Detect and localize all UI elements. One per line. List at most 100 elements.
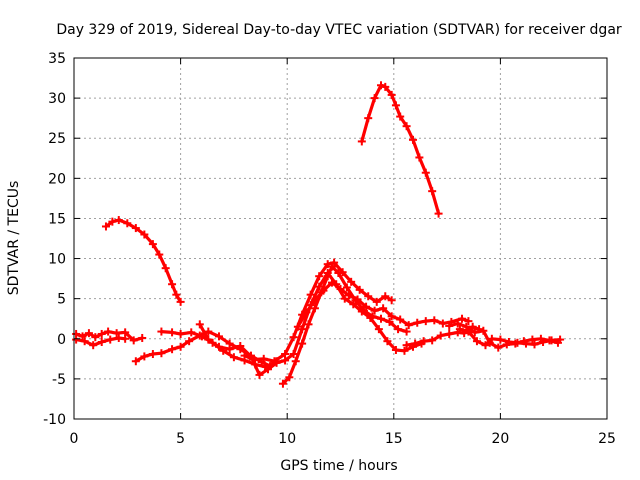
data-point bbox=[359, 306, 368, 315]
data-point bbox=[148, 240, 157, 249]
data-point bbox=[338, 268, 347, 277]
data-point bbox=[458, 314, 467, 323]
x-tick-label: 5 bbox=[176, 431, 185, 447]
data-point bbox=[298, 325, 307, 334]
data-point bbox=[385, 317, 394, 326]
data-point bbox=[377, 81, 386, 90]
chart-title: Day 329 of 2019, Sidereal Day-to-day VTE… bbox=[56, 22, 622, 38]
data-point bbox=[112, 329, 121, 338]
data-point bbox=[327, 278, 336, 287]
data-point bbox=[496, 335, 505, 344]
x-tick-label: 20 bbox=[491, 431, 509, 447]
data-point bbox=[445, 321, 454, 330]
data-point bbox=[140, 352, 149, 361]
data-point bbox=[168, 328, 177, 337]
data-point bbox=[187, 328, 196, 337]
series-arc-7 bbox=[278, 262, 411, 388]
series-arc-11 bbox=[445, 319, 562, 352]
data-point bbox=[430, 316, 439, 325]
data-point bbox=[155, 250, 164, 259]
series-line bbox=[360, 83, 441, 216]
data-point bbox=[106, 335, 115, 344]
data-point bbox=[421, 317, 430, 326]
data-point bbox=[240, 351, 249, 360]
data-point bbox=[204, 335, 213, 344]
y-tick-label: 20 bbox=[48, 171, 66, 187]
data-point bbox=[84, 329, 93, 338]
data-point bbox=[396, 112, 405, 121]
data-point bbox=[487, 334, 496, 343]
data-point bbox=[556, 335, 565, 344]
data-point bbox=[285, 373, 294, 382]
data-point bbox=[304, 320, 313, 329]
data-point bbox=[445, 329, 454, 338]
data-point bbox=[278, 379, 287, 388]
data-point bbox=[381, 82, 390, 91]
data-point bbox=[80, 337, 89, 346]
x-tick-label: 25 bbox=[598, 431, 616, 447]
x-tick-label: 10 bbox=[278, 431, 296, 447]
series-line bbox=[74, 330, 144, 342]
data-point bbox=[521, 339, 530, 348]
data-point bbox=[249, 355, 258, 364]
series-arc-1 bbox=[101, 216, 185, 306]
data-point bbox=[293, 322, 302, 331]
series-arc-13 bbox=[357, 81, 443, 218]
data-point bbox=[291, 357, 300, 366]
data-point bbox=[140, 230, 149, 239]
data-point bbox=[464, 317, 473, 326]
data-point bbox=[391, 346, 400, 355]
data-point bbox=[310, 304, 319, 313]
data-point bbox=[340, 294, 349, 303]
data-point bbox=[387, 296, 396, 305]
series-line bbox=[104, 218, 183, 304]
data-series bbox=[72, 81, 565, 388]
series-line bbox=[198, 271, 424, 377]
data-point bbox=[383, 337, 392, 346]
data-point bbox=[479, 326, 488, 335]
data-point bbox=[315, 272, 324, 281]
data-point bbox=[504, 337, 513, 346]
data-point bbox=[185, 337, 194, 346]
data-point bbox=[472, 337, 481, 346]
data-point bbox=[264, 365, 273, 374]
data-point bbox=[176, 297, 185, 306]
data-point bbox=[434, 209, 443, 218]
data-point bbox=[323, 272, 332, 281]
data-point bbox=[355, 285, 364, 294]
data-point bbox=[364, 292, 373, 301]
x-tick-label: 0 bbox=[70, 431, 79, 447]
data-point bbox=[419, 337, 428, 346]
data-point bbox=[197, 332, 206, 341]
data-point bbox=[547, 336, 556, 345]
data-point bbox=[387, 90, 396, 99]
data-point bbox=[481, 341, 490, 350]
data-point bbox=[436, 331, 445, 340]
plot-frame bbox=[73, 57, 608, 420]
data-point bbox=[374, 325, 383, 334]
data-point bbox=[372, 297, 381, 306]
series-line bbox=[281, 265, 409, 386]
data-point bbox=[411, 339, 420, 348]
data-point bbox=[455, 325, 464, 334]
data-point bbox=[428, 187, 437, 196]
data-point bbox=[214, 332, 223, 341]
data-point bbox=[528, 335, 537, 344]
data-point bbox=[404, 321, 413, 330]
data-point bbox=[539, 337, 548, 346]
data-point bbox=[157, 327, 166, 336]
series-line bbox=[243, 261, 394, 363]
data-point bbox=[330, 258, 339, 267]
data-point bbox=[236, 341, 245, 350]
data-point bbox=[347, 277, 356, 286]
grid-lines bbox=[74, 58, 607, 419]
data-point bbox=[78, 332, 87, 341]
data-point bbox=[97, 329, 106, 338]
x-tick-label: 15 bbox=[385, 431, 403, 447]
data-point bbox=[108, 217, 117, 226]
data-point bbox=[381, 292, 390, 301]
data-point bbox=[168, 280, 177, 289]
y-tick-label: 25 bbox=[48, 131, 66, 147]
y-tick-label: 30 bbox=[48, 91, 66, 107]
